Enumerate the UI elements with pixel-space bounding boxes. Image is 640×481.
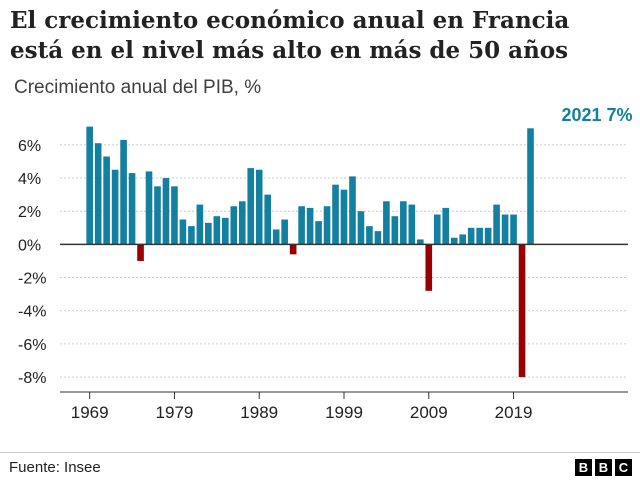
bar: [145, 171, 153, 245]
bbc-logo-letter-c: C: [615, 459, 632, 476]
bar: [205, 222, 212, 245]
y-tick-label: 2%: [18, 204, 41, 221]
bar: [162, 178, 170, 245]
bar: [484, 227, 492, 245]
footer-divider: [0, 452, 640, 453]
bar: [400, 201, 407, 245]
x-tick-label: 2019: [495, 403, 533, 422]
bbc-logo-letter-b2: B: [595, 459, 612, 476]
bar: [255, 169, 263, 245]
bar: [459, 234, 466, 245]
y-tick-label: -4%: [18, 304, 46, 321]
bar: [289, 244, 297, 255]
y-tick-label: -8%: [18, 370, 46, 387]
x-tick-label: 1989: [240, 403, 278, 422]
chart-title: El crecimiento económico anual en Franci…: [10, 6, 630, 66]
bar: [171, 186, 178, 245]
y-tick-label: -2%: [18, 271, 46, 288]
bar: [281, 219, 288, 245]
bar: [383, 201, 390, 245]
bar: [476, 227, 483, 245]
bar: [120, 139, 127, 245]
bar: [103, 156, 110, 245]
bar: [111, 169, 119, 245]
grid-layer: [60, 144, 628, 378]
bar: [408, 204, 416, 245]
bar: [433, 214, 441, 245]
bar: [213, 216, 221, 245]
bar-chart: 6% 4% 2% 0% -2% -4% -6% -8% 1969 1979 1989 1999 2009…: [18, 105, 633, 422]
bar: [230, 206, 238, 245]
bar: [332, 184, 339, 245]
bar: [416, 239, 424, 245]
chart-subtitle: Crecimiento anual del PIB, %: [14, 77, 262, 98]
bar: [128, 173, 136, 245]
bar: [222, 217, 229, 245]
y-tick-label: 0%: [18, 237, 41, 254]
bar: [94, 143, 102, 245]
bar: [264, 194, 272, 245]
y-tick-label: 4%: [18, 171, 41, 188]
bar: [188, 226, 195, 245]
y-tick-label: 6%: [18, 138, 41, 155]
bar: [272, 229, 280, 245]
bar: [374, 231, 382, 245]
bbc-logo: B B C: [575, 459, 632, 476]
bar: [349, 176, 356, 245]
bar: [86, 126, 93, 245]
bar: [306, 207, 314, 245]
annotation-label: 2021 7%: [561, 105, 632, 125]
x-tick-label: 1979: [156, 403, 194, 422]
bar: [247, 168, 255, 245]
bar: [238, 201, 246, 245]
label-layer: 6% 4% 2% 0% -2% -4% -6% -8% 1969 1979 1989 1999 2009…: [18, 105, 633, 422]
x-tick-label: 2009: [410, 403, 448, 422]
source-note: Fuente: Insee: [9, 459, 101, 476]
bar: [154, 186, 161, 245]
bar: [501, 214, 509, 245]
bar: [179, 219, 187, 245]
bar: [527, 128, 534, 245]
bar: [450, 237, 458, 245]
bar: [442, 207, 450, 245]
y-tick-label: -6%: [18, 337, 46, 354]
bar: [425, 244, 433, 291]
axis-layer: [60, 243, 628, 399]
bar: [357, 211, 365, 245]
chart-title-line-1: El crecimiento económico anual en Franci…: [10, 7, 570, 34]
bbc-logo-letter-b1: B: [575, 459, 592, 476]
bar: [467, 227, 475, 245]
x-tick-label: 1969: [71, 403, 109, 422]
bar: [323, 206, 331, 245]
bar: [510, 214, 517, 245]
bar: [196, 204, 204, 245]
bar: [391, 216, 399, 245]
x-tick-label: 1999: [325, 403, 363, 422]
bar: [340, 189, 348, 245]
bar: [366, 226, 373, 245]
bar: [298, 206, 305, 245]
bar: [518, 244, 526, 378]
bar: [493, 204, 500, 245]
bars-layer: [86, 126, 534, 378]
bar: [137, 244, 144, 261]
bar: [315, 221, 322, 245]
chart-title-line-2: está en el nivel más alto en más de 50 a…: [10, 37, 569, 64]
